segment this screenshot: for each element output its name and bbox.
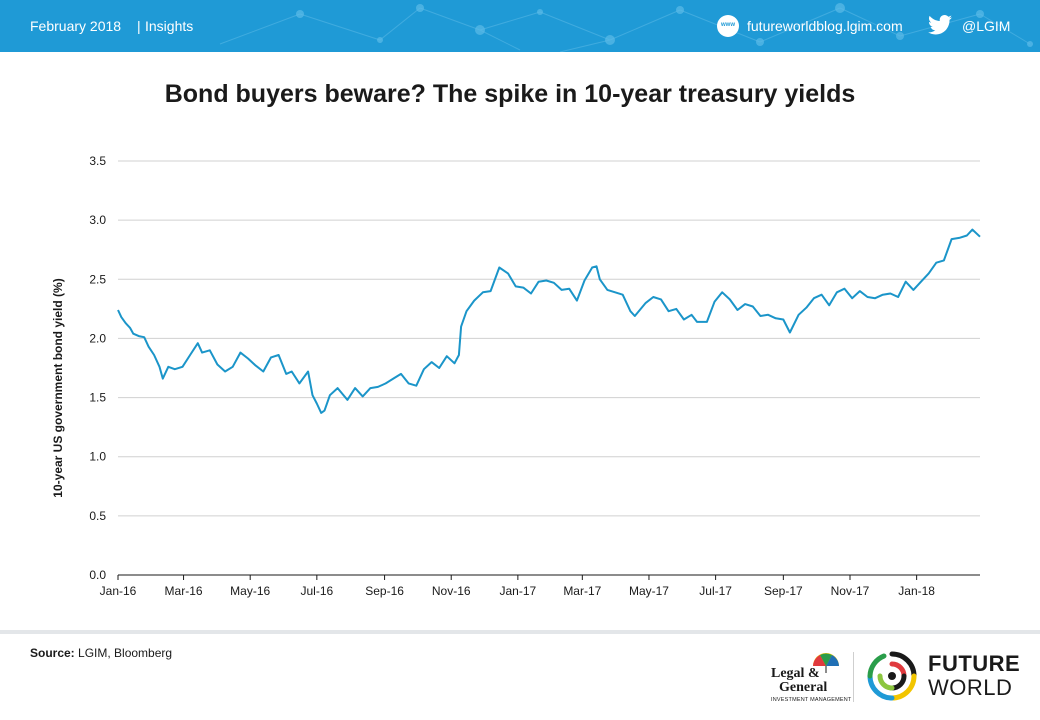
x-tick-label: Jan-17	[500, 584, 537, 598]
source-label: Source:	[30, 646, 75, 660]
header-separator: |	[137, 18, 141, 34]
x-tick-label: Nov-16	[432, 584, 471, 598]
x-tick-label: May-17	[629, 584, 669, 598]
header-banner: February 2018 | Insights www futureworld…	[0, 0, 1040, 52]
network-pattern	[219, 3, 1033, 52]
y-tick-label: 1.5	[89, 391, 106, 405]
source-note: Source: LGIM, Bloomberg	[30, 646, 172, 660]
lg-logo-line2: General	[779, 680, 828, 695]
twitter-handle[interactable]: @LGIM	[962, 18, 1011, 34]
x-tick-label: Mar-17	[563, 584, 601, 598]
x-tick-label: Sep-17	[764, 584, 803, 598]
line-chart: 0.0 0.5 1.0 1.5 2.0 2.5 3.0 3.5 Jan-16 Mar-16 May…	[89, 154, 981, 598]
y-tick-label: 2.5	[89, 272, 106, 286]
series-group	[117, 228, 981, 414]
x-tick-labels: Jan-16 Mar-16 May-16 Jul-16 Sep-16 Nov-16 Jan-…	[100, 575, 935, 598]
lg-logo-line1: Legal &	[771, 666, 820, 681]
x-tick-label: Jul-17	[699, 584, 732, 598]
x-tick-label: Sep-16	[365, 584, 404, 598]
x-tick-label: Jan-16	[100, 584, 137, 598]
grid-lines	[118, 160, 980, 576]
web-icon[interactable]: www	[717, 15, 739, 37]
header-date: February 2018	[30, 18, 122, 34]
fw-logo-line1: FUTURE	[928, 651, 1021, 676]
source-text: LGIM, Bloomberg	[78, 646, 173, 660]
header-section-link[interactable]: Insights	[145, 18, 194, 34]
y-tick-labels: 0.0 0.5 1.0 1.5 2.0 2.5 3.0 3.5	[89, 154, 106, 582]
x-tick-label: May-16	[230, 584, 270, 598]
series-line-0	[117, 228, 981, 414]
logo-divider	[853, 652, 854, 702]
x-tick-label: Jan-18	[898, 584, 935, 598]
y-tick-label: 0.5	[89, 509, 106, 523]
x-tick-label: Nov-17	[831, 584, 870, 598]
y-tick-label: 2.0	[89, 331, 106, 345]
umbrella-icon	[813, 653, 839, 673]
chart-title: Bond buyers beware? The spike in 10-year…	[164, 80, 856, 108]
y-axis-label: 10-year US government bond yield (%)	[51, 278, 65, 498]
fw-logo-line2: WORLD	[928, 675, 1013, 700]
web-icon-label: www	[720, 22, 735, 28]
future-world-mark-icon	[867, 651, 917, 701]
y-tick-label: 0.0	[89, 568, 106, 582]
x-tick-label: Mar-16	[165, 584, 203, 598]
footer-divider	[0, 630, 1040, 634]
y-tick-label: 1.0	[89, 450, 106, 464]
future-world-logo: FUTURE WORLD	[928, 652, 1020, 700]
legal-general-logo: Legal & General INVESTMENT MANAGEMENT	[771, 652, 851, 707]
y-tick-label: 3.0	[89, 213, 106, 227]
lg-logo-sub: INVESTMENT MANAGEMENT	[771, 697, 852, 703]
y-tick-label: 3.5	[89, 154, 106, 168]
twitter-icon[interactable]	[928, 15, 952, 35]
website-link[interactable]: futureworldblog.lgim.com	[747, 18, 903, 34]
x-tick-label: Jul-16	[300, 584, 333, 598]
